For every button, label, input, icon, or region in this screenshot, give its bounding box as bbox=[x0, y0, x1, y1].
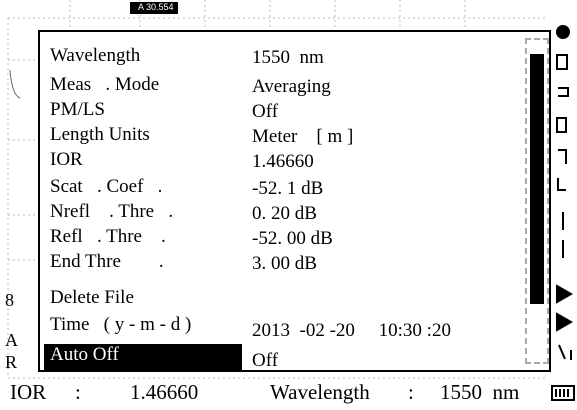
setting-label[interactable]: Scat . Coef . bbox=[50, 176, 163, 197]
toolbar-icons[interactable] bbox=[551, 25, 575, 401]
setting-label[interactable]: Wavelength bbox=[50, 45, 141, 66]
setting-label[interactable]: Meas . Mode bbox=[50, 74, 160, 95]
setting-label[interactable]: PM/LS bbox=[50, 99, 105, 120]
status-wavelength-value: 1550 nm bbox=[440, 380, 520, 404]
scrollbar[interactable] bbox=[525, 38, 549, 364]
side-label: R bbox=[5, 352, 18, 372]
selection-highlight bbox=[44, 344, 242, 370]
setting-label[interactable]: Auto Off bbox=[50, 344, 119, 365]
settings-dialog: Wavelength 1550 nm Meas . Mode Averaging PM/… bbox=[38, 30, 551, 372]
setting-label[interactable]: Nrefl . Thre . bbox=[50, 201, 174, 222]
marker-label: A 30.554 bbox=[138, 2, 174, 12]
setting-value[interactable]: Off bbox=[252, 350, 279, 371]
setting-label[interactable]: Length Units bbox=[50, 124, 150, 145]
setting-label[interactable]: Delete File bbox=[50, 287, 134, 308]
status-separator: : bbox=[408, 380, 414, 404]
scroll-thumb[interactable] bbox=[530, 54, 544, 304]
setting-value[interactable]: 1550 nm bbox=[252, 47, 324, 68]
setting-value[interactable]: Averaging bbox=[252, 76, 331, 97]
status-wavelength-label: Wavelength bbox=[270, 380, 370, 404]
setting-value[interactable]: -52. 1 dB bbox=[252, 178, 324, 199]
setting-value[interactable]: 0. 20 dB bbox=[252, 203, 317, 224]
side-label: A bbox=[5, 330, 18, 350]
side-label: 8 bbox=[5, 290, 14, 310]
setting-label[interactable]: Time ( y - m - d ) bbox=[50, 314, 192, 335]
status-separator: : bbox=[75, 380, 81, 404]
setting-value[interactable]: 3. 00 dB bbox=[252, 253, 317, 274]
status-ior-label: IOR bbox=[10, 380, 47, 404]
setting-label[interactable]: End Thre . bbox=[50, 251, 164, 272]
setting-value[interactable]: Off bbox=[252, 101, 279, 122]
status-ior-value: 1.46660 bbox=[130, 380, 199, 404]
setting-value[interactable]: 1.46660 bbox=[252, 151, 314, 172]
setting-value[interactable]: 2013 -02 -20 10:30 :20 bbox=[252, 320, 451, 341]
setting-label[interactable]: IOR bbox=[50, 149, 83, 170]
setting-value[interactable]: -52. 00 dB bbox=[252, 228, 333, 249]
setting-label[interactable]: Refl . Thre . bbox=[50, 226, 166, 247]
setting-value[interactable]: Meter [ m ] bbox=[252, 126, 354, 147]
